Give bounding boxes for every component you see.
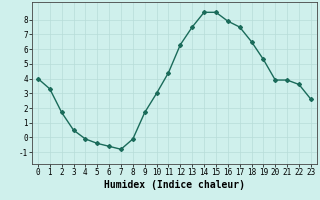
X-axis label: Humidex (Indice chaleur): Humidex (Indice chaleur) [104,180,245,190]
